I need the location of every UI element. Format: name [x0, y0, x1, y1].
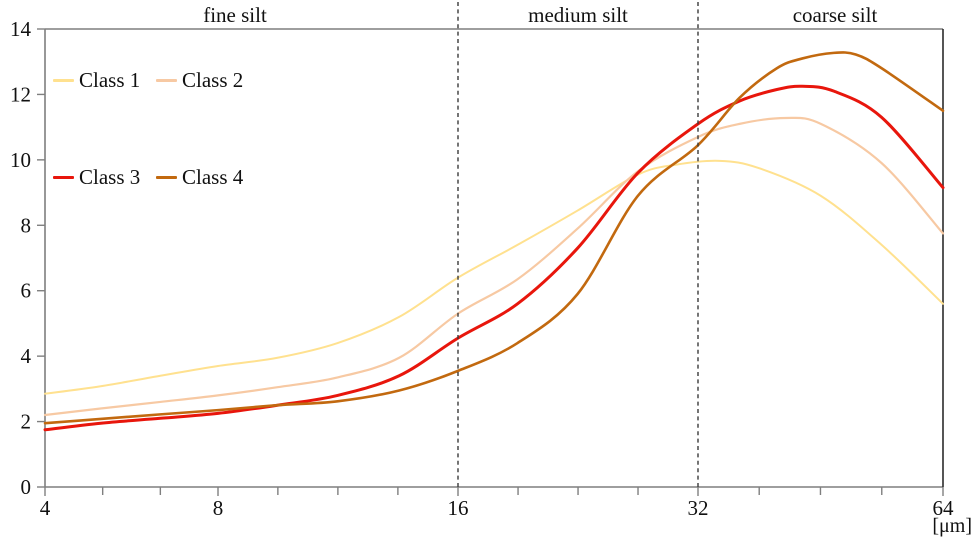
x-tick-label: 8: [213, 496, 224, 520]
y-tick-label: 4: [21, 344, 32, 368]
y-tick-label: 0: [21, 475, 32, 499]
y-tick-label: 8: [21, 213, 32, 237]
silt-boundary-lines: [457, 2, 699, 487]
y-tick-label: 2: [21, 410, 32, 434]
region-label-medium-silt: medium silt: [528, 3, 628, 27]
curve-class-2: [43, 116, 945, 417]
x-tick-label: 16: [448, 496, 469, 520]
curves: [43, 51, 945, 432]
curve-class-4: [43, 51, 945, 425]
y-tick-label: 12: [10, 82, 31, 106]
x-tick-label: 32: [688, 496, 709, 520]
region-label-fine-silt: fine silt: [203, 3, 267, 27]
x-tick-label: 4: [40, 496, 51, 520]
y-tick-label: 10: [10, 148, 31, 172]
y-tick-label: 14: [10, 17, 32, 41]
axes-frame: 0 2 4 6 8 10 12 14 4 8 16 32 64: [10, 17, 954, 520]
region-label-coarse-silt: coarse silt: [793, 3, 878, 27]
y-tick-label: 6: [21, 279, 32, 303]
curve-class-3: [43, 84, 945, 432]
region-labels: fine silt medium silt coarse silt [μm]: [203, 3, 972, 537]
x-tick-label: 64: [933, 496, 955, 520]
x-axis-unit-label: [μm]: [932, 515, 972, 537]
curve-class-1: [44, 159, 944, 395]
